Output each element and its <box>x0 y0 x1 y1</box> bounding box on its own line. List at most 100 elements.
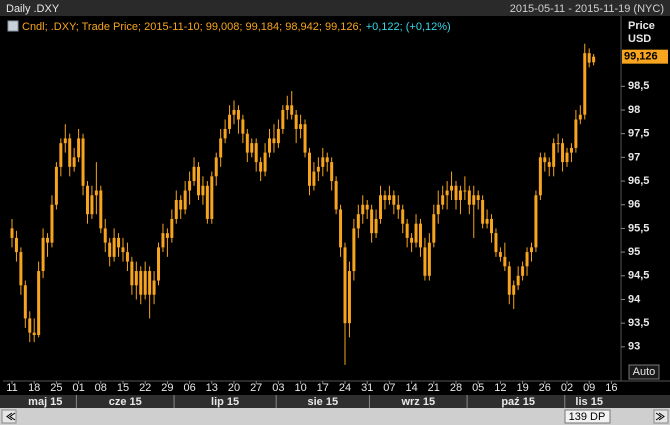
candle-body <box>525 252 529 267</box>
candle-body <box>529 247 533 253</box>
candle-body <box>463 190 467 192</box>
candle-body <box>587 53 591 63</box>
x-tick-label: 27 <box>250 382 262 394</box>
x-tick-label: 05 <box>472 382 484 394</box>
candle-body <box>432 214 436 243</box>
candle-body <box>112 237 116 257</box>
candle-body <box>450 185 454 191</box>
candle-body <box>299 124 303 129</box>
x-tick-label: 22 <box>139 382 151 394</box>
candle-body <box>59 143 63 167</box>
candle-body <box>592 56 596 63</box>
candle-body <box>494 233 498 253</box>
x-tick-label: 13 <box>206 382 218 394</box>
x-tick-label: 12 <box>494 382 506 394</box>
candle-body <box>334 181 338 210</box>
x-tick-label: 14 <box>405 382 417 394</box>
candle-body <box>476 195 480 200</box>
candle-body <box>232 110 236 115</box>
candle-body <box>498 252 502 257</box>
candle-body <box>538 157 542 196</box>
candle-body <box>370 209 374 234</box>
candle-body <box>574 119 578 148</box>
x-tick-label: 19 <box>516 382 528 394</box>
candle-body <box>374 218 378 234</box>
candle-body <box>94 190 98 196</box>
candle-body <box>259 162 263 172</box>
candle-body <box>565 152 569 163</box>
x-tick-label: 18 <box>28 382 40 394</box>
candle-body <box>410 237 414 243</box>
candle-body <box>148 271 152 295</box>
candle-body <box>512 285 516 295</box>
y-tick-label: 97 <box>628 151 640 163</box>
candle-body <box>90 195 94 215</box>
candle-body <box>405 223 409 238</box>
candle-body <box>103 228 107 243</box>
candle-body <box>263 152 267 172</box>
candle-body <box>165 233 169 238</box>
month-label: cze 15 <box>109 396 142 408</box>
candle-body <box>210 176 214 219</box>
candle-body <box>281 110 285 129</box>
x-tick-label: 31 <box>361 382 373 394</box>
date-range: 2015-05-11 - 2015-11-19 (NYC) <box>510 3 664 15</box>
candle-body <box>10 228 14 238</box>
candle-body <box>383 195 387 200</box>
candle-body <box>130 261 134 286</box>
candle-body <box>250 143 254 153</box>
candle-body <box>125 252 129 262</box>
y-tick-label: 93 <box>628 341 640 353</box>
candle-body <box>72 157 76 167</box>
x-tick-label: 01 <box>72 382 84 394</box>
candle-body <box>365 204 369 210</box>
candle-body <box>561 143 565 163</box>
candle-body <box>418 223 422 248</box>
candle-body <box>307 152 311 186</box>
candle-body <box>472 195 476 205</box>
scrollbar[interactable] <box>0 408 670 425</box>
scroll-left[interactable] <box>1 409 17 424</box>
candle-body <box>241 119 245 134</box>
x-tick-label: 10 <box>294 382 306 394</box>
chart-title: Daily .DXY <box>6 3 60 15</box>
candle-body <box>347 271 351 324</box>
candle-body <box>99 190 103 229</box>
candle-body <box>294 114 298 129</box>
legend-icon[interactable] <box>7 20 19 32</box>
candle-body <box>254 143 258 163</box>
candle-body <box>81 138 85 186</box>
candle-body <box>272 138 276 144</box>
candle-body <box>458 190 462 200</box>
candle-body <box>569 147 573 153</box>
auto-button[interactable] <box>628 364 660 380</box>
candle-body <box>192 166 196 182</box>
candle-body <box>268 138 272 153</box>
scroll-thumb[interactable] <box>564 409 611 424</box>
month-label: lis 15 <box>575 396 603 408</box>
candle-body <box>325 157 329 163</box>
candle-body <box>201 185 205 196</box>
candle-body <box>196 166 200 196</box>
candle-body <box>547 162 551 167</box>
candle-body <box>236 110 240 120</box>
candle-body <box>183 190 187 210</box>
candle-body <box>54 166 58 205</box>
candle-body <box>414 223 418 243</box>
y-tick-label: 94,5 <box>628 270 649 282</box>
candle-body <box>28 318 32 333</box>
candle-body <box>303 124 307 153</box>
candle-body <box>516 275 520 286</box>
month-label: paź 15 <box>501 396 535 408</box>
candle-body <box>316 166 320 172</box>
candle-body <box>552 143 556 167</box>
candle-body <box>170 218 174 238</box>
candle-body <box>161 233 165 248</box>
candle-body <box>285 105 289 110</box>
x-tick-label: 25 <box>50 382 62 394</box>
auto-button-label[interactable]: Auto <box>633 366 656 378</box>
candle-body <box>401 209 405 224</box>
y-axis-unit: USD <box>628 33 651 45</box>
